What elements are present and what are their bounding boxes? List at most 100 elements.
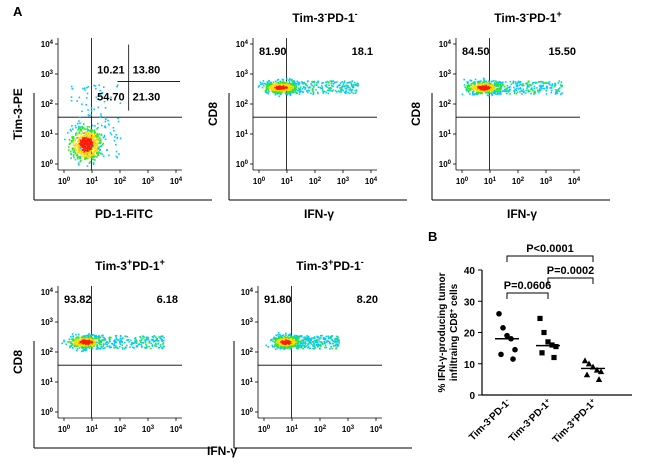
event-dots: [257, 78, 359, 97]
x-tick-label: 101: [86, 177, 99, 186]
x-tick-label: 100: [258, 425, 271, 434]
significance-bracket: [506, 292, 549, 299]
label-part: Tim-3: [95, 259, 127, 273]
x-tick-label: 102: [114, 425, 127, 434]
x-tick-label: 100: [253, 177, 266, 186]
flow-panel-3: Tim-3-PD-1+10010010110110210210310310410…: [409, 9, 610, 221]
x-tick-label: 101: [484, 177, 497, 186]
label-part: Tim-3: [292, 11, 324, 25]
data-point-triangle: [585, 360, 593, 367]
shared-x-axis-title: IFN-γ: [207, 444, 237, 458]
y-axis-title: CD8: [11, 350, 25, 374]
dot-plot-y-tick-label: 30: [464, 297, 476, 308]
x-tick-label: 103: [142, 425, 155, 434]
x-tick-label: 103: [342, 425, 355, 434]
quadrant-lr-value: 21.30: [133, 92, 161, 104]
x-tick-label: 103: [142, 177, 155, 186]
label-part: +: [556, 9, 561, 19]
data-point-circle: [510, 356, 516, 362]
data-point-triangle: [595, 376, 603, 382]
quadrant-ur-value: 15.50: [548, 46, 576, 58]
label-part: PD-1: [327, 11, 355, 25]
p-value-label: P=0.0606: [504, 280, 551, 292]
x-tick-label: 102: [309, 177, 322, 186]
quadrant-ll-value: 54.70: [97, 92, 125, 104]
label-part: Tim-3: [494, 11, 526, 25]
quadrant-ur-value: 13.80: [133, 65, 161, 77]
data-point-square: [553, 343, 559, 350]
x-tick-label: 102: [314, 425, 327, 434]
x-tick-label: 104: [170, 177, 183, 186]
event-dots: [461, 77, 563, 97]
dot-plot-y-tick-label: 0: [469, 391, 475, 402]
y-axis-title: Tim-3-PE: [11, 88, 25, 140]
data-point-circle: [504, 332, 510, 339]
y-tick-label: 103: [439, 70, 452, 79]
y-tick-label: 101: [41, 378, 54, 387]
dot-plot-y-axis-title: % IFN-γ-producing tumorinfiltraing CD8+ …: [437, 272, 460, 392]
y-tick-label: 101: [439, 130, 452, 139]
dot-plot-y-tick-label: 20: [464, 329, 476, 340]
label-part: -: [355, 9, 358, 19]
x-tick-label: 101: [281, 177, 294, 186]
event-dots: [265, 332, 340, 350]
label-part: -: [526, 9, 529, 19]
data-point-triangle: [597, 368, 605, 375]
label-part: -: [361, 257, 364, 267]
quadrant-ur-value: 18.1: [352, 46, 373, 58]
quadrant-ur-value: 6.18: [157, 294, 178, 306]
x-tick-label: 101: [286, 425, 299, 434]
data-point-square: [551, 354, 557, 361]
x-tick-label: 104: [370, 425, 383, 434]
y-tick-label: 102: [41, 348, 54, 357]
y-tick-label: 100: [41, 408, 54, 417]
label-part: Tim-3: [296, 259, 328, 273]
y-tick-label: 102: [439, 100, 452, 109]
y-tick-label: 100: [236, 160, 249, 169]
data-point-square: [545, 339, 551, 345]
p-value-label: P=0.0002: [547, 265, 594, 277]
flow-panel-5: Tim-3+PD-1- 100 100 101 101 102 102 103 103 104 10…: [233, 257, 412, 449]
panel-title: Tim-3+PD-1+: [95, 257, 165, 273]
quadrant-ul-value: 93.82: [64, 294, 92, 306]
quadrant-ur-value: 8.20: [357, 294, 378, 306]
label-part: +: [328, 257, 333, 267]
y-axis-title: CD8: [409, 102, 423, 126]
panel-title: Tim-3-PD-1-: [292, 9, 357, 25]
y-tick-label: 100: [241, 408, 254, 417]
data-point-circle: [498, 351, 504, 358]
category-label: Tim-3-PD-1+: [507, 397, 555, 445]
event-dots: [64, 84, 122, 167]
significance-bracket: [506, 255, 594, 262]
label-part: PD-1: [529, 11, 557, 25]
panel-label-a: A: [13, 4, 23, 19]
label-part: +: [127, 257, 132, 267]
y-tick-label: 102: [236, 100, 249, 109]
data-point-triangle: [583, 371, 591, 378]
dot-plot: 0 10 20 30 40 % IFN-γ-producing tumorinfiltra…: [437, 243, 632, 446]
quadrant-ul-value: 84.50: [462, 46, 490, 58]
panel-label-b: B: [428, 229, 437, 244]
x-axis-title: IFN-γ: [304, 207, 334, 221]
x-tick-label: 102: [114, 177, 127, 186]
y-tick-label: 101: [236, 130, 249, 139]
data-point-circle: [500, 325, 506, 331]
category-label: Tim-3+PD-1+: [550, 397, 599, 446]
x-tick-label: 103: [540, 177, 553, 186]
data-point-triangle: [581, 357, 589, 364]
label-part: -: [324, 9, 327, 19]
y-tick-label: 100: [439, 160, 452, 169]
y-tick-label: 103: [236, 70, 249, 79]
x-tick-label: 104: [170, 425, 183, 434]
x-tick-label: 102: [512, 177, 525, 186]
quadrant-ul-value: 81.90: [259, 46, 287, 58]
x-tick-label: 104: [568, 177, 581, 186]
flow-panel-4: Tim-3+PD-1+10010010110110210210310310410…: [11, 257, 212, 449]
dot-plot-y-tick-label: 40: [464, 266, 476, 277]
x-tick-label: 100: [58, 425, 71, 434]
y-tick-label: 104: [241, 288, 254, 297]
y-tick-label: 104: [439, 40, 452, 49]
y-tick-label: 102: [41, 100, 54, 109]
data-point-circle: [512, 346, 518, 353]
